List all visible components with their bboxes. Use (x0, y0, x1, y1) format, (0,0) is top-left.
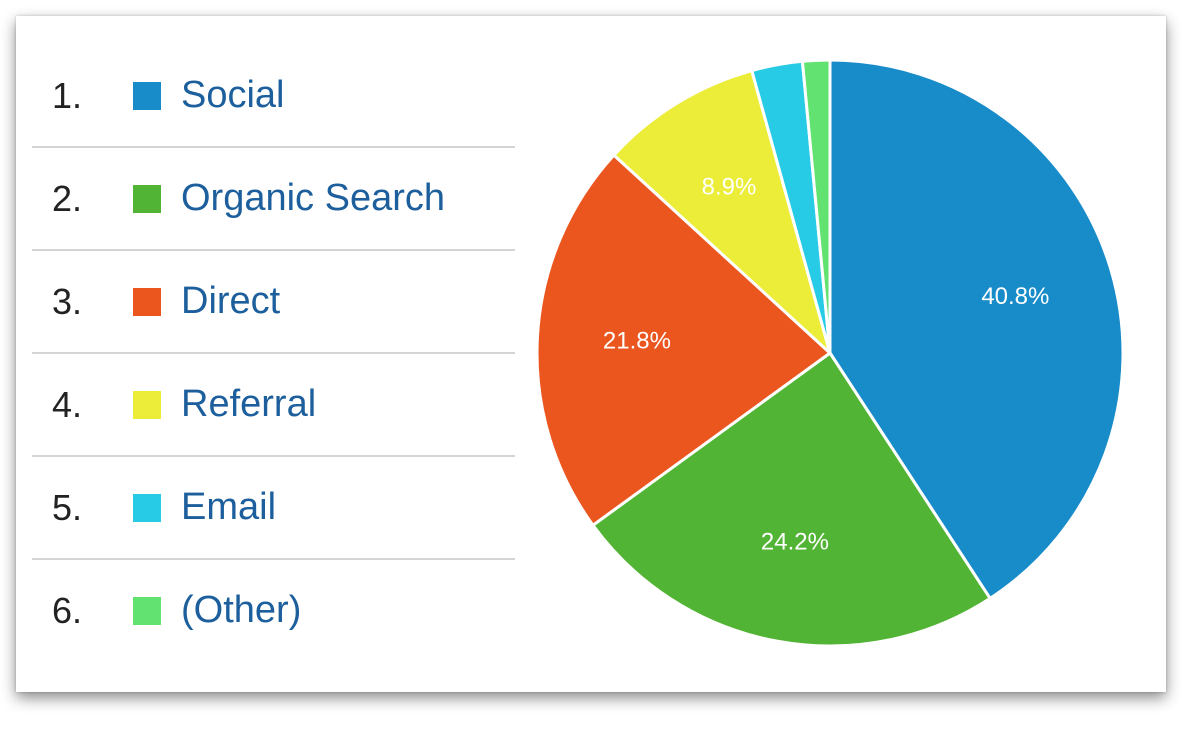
legend-label[interactable]: (Other) (181, 589, 302, 631)
slice-value-label: 40.8% (981, 283, 1049, 310)
legend-swatch (133, 288, 161, 316)
legend: 1. Social 2. Organic Search 3. Direct 4. Re… (32, 45, 515, 661)
slice-value-label: 21.8% (603, 327, 671, 354)
legend-item[interactable]: 4. Referral (32, 354, 515, 457)
legend-swatch (133, 391, 161, 419)
legend-rank: 5. (52, 487, 83, 528)
legend-item[interactable]: 6. (Other) (32, 560, 515, 661)
slice-value-label: 8.9% (702, 173, 757, 200)
legend-label[interactable]: Referral (181, 383, 317, 425)
legend-item[interactable]: 3. Direct (32, 251, 515, 354)
legend-rank: 4. (52, 384, 83, 425)
legend-rank: 1. (52, 75, 83, 116)
legend-swatch (133, 185, 161, 213)
legend-swatch (133, 82, 161, 110)
legend-item[interactable]: 5. Email (32, 457, 515, 560)
slice-value-label: 24.2% (761, 529, 829, 556)
legend-label[interactable]: Direct (181, 280, 281, 322)
legend-label[interactable]: Social (181, 74, 285, 116)
legend-label[interactable]: Email (181, 486, 277, 528)
pie-slice-direct[interactable] (535, 153, 833, 528)
legend-label[interactable]: Organic Search (181, 177, 446, 219)
legend-item[interactable]: 1. Social (32, 45, 515, 148)
pie-slice-other[interactable] (800, 58, 832, 354)
legend-swatch (133, 597, 161, 625)
legend-item[interactable]: 2. Organic Search (32, 148, 515, 251)
legend-rank: 3. (52, 281, 83, 322)
pie-slice-organic-search[interactable] (590, 350, 993, 648)
legend-swatch (133, 494, 161, 522)
legend-rank: 6. (52, 590, 83, 631)
pie-slice-referral[interactable] (611, 68, 833, 358)
legend-rank: 2. (52, 178, 83, 219)
